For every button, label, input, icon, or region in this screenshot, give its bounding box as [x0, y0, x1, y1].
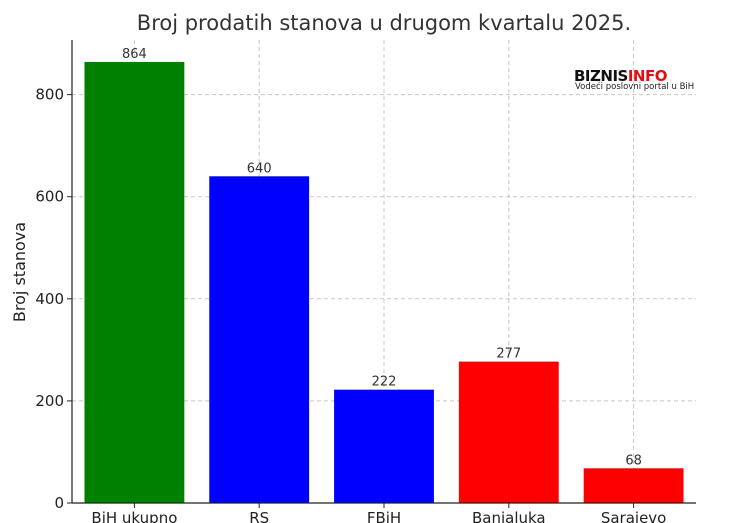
data-label: 640: [247, 161, 272, 176]
data-label: 864: [122, 47, 147, 62]
logo-tagline: Vodeći poslovni portal u BiH: [575, 81, 694, 92]
x-tick-label: Sarajevo: [601, 509, 667, 523]
logo-part-info: INFO: [628, 67, 667, 85]
bars: [84, 61, 684, 504]
bar-sarajevo: [583, 468, 684, 503]
y-tick-label: 0: [54, 494, 64, 512]
bar-rs: [209, 176, 310, 504]
bar-banjaluka: [458, 361, 559, 503]
x-tick-label: Banjaluka: [472, 509, 546, 523]
y-tick-label: 800: [35, 86, 64, 104]
chart-title: Broj prodatih stanova u drugom kvartalu …: [137, 11, 631, 35]
axes: [67, 40, 696, 508]
data-label: 68: [625, 453, 642, 468]
y-tick-label: 600: [35, 188, 64, 206]
y-tick-label: 200: [35, 392, 64, 410]
bar-fbih: [334, 389, 434, 503]
data-label: 222: [372, 375, 397, 390]
data-label: 277: [496, 347, 521, 362]
x-tick-label: RS: [249, 509, 269, 523]
logo-part-biznis: BIZNIS: [574, 67, 628, 85]
bar-bih-ukupno: [84, 61, 185, 504]
x-tick-label: BiH ukupno: [91, 509, 177, 523]
y-axis-label: Broj stanova: [10, 222, 29, 322]
labels: 864 BiH ukupno 640 RS 222 FBiH 277 Banjaluka 68 S…: [35, 47, 666, 523]
logo-wordmark: BIZNISINFO: [574, 67, 667, 85]
x-tick-label: FBiH: [367, 509, 401, 523]
y-tick-label: 400: [35, 290, 64, 308]
brand-logo: BIZNISINFO Vodeći poslovni portal u BiH: [574, 67, 694, 92]
